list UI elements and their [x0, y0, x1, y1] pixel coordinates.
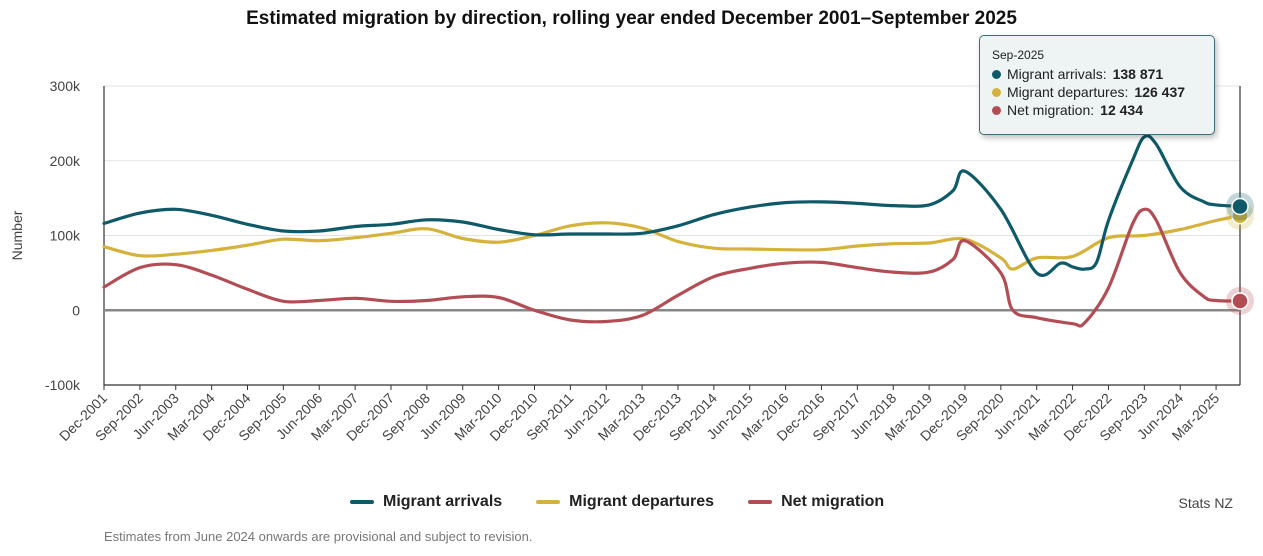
series-line [102, 207, 1242, 328]
tooltip-date: Sep-2025 [992, 48, 1045, 62]
end-marker [1231, 292, 1249, 310]
series-lines [102, 134, 1242, 328]
footnote: Estimates from June 2024 onwards are pro… [104, 529, 533, 544]
tooltip-value: 126 437 [1134, 84, 1186, 100]
legend-item-arrivals[interactable]: Migrant arrivals [350, 493, 502, 511]
arrivals-dot-icon [992, 69, 1001, 79]
y-tick-label: 300k [50, 78, 81, 94]
series-line [102, 214, 1242, 271]
y-tick-label: 100k [50, 228, 81, 244]
end-marker [1231, 197, 1249, 216]
legend-item-net[interactable]: Net migration [748, 493, 884, 511]
y-tick-label: 0 [72, 302, 80, 318]
hover-tooltip: Sep-2025 Migrant arrivals: 138 871 Migra… [979, 35, 1215, 135]
tooltip-label: Migrant arrivals: [1007, 66, 1107, 82]
source-label: Stats NZ [1178, 495, 1233, 511]
tooltip-label: Net migration: [1007, 102, 1095, 118]
legend-swatch [350, 500, 374, 504]
tooltip-value: 138 871 [1112, 66, 1164, 82]
chart-title: Estimated migration by direction, rollin… [246, 8, 1017, 29]
legend-swatch [536, 500, 561, 504]
tooltip-label: Migrant departures: [1007, 84, 1129, 100]
end-markers [1226, 192, 1254, 315]
legend-swatch [748, 500, 773, 504]
series-line [102, 134, 1242, 277]
legend-label: Migrant departures [569, 493, 715, 510]
tooltip-row-departures: Migrant departures: 126 437 [992, 84, 1202, 100]
tooltip-row-net: Net migration: 12 434 [992, 102, 1202, 118]
y-tick-label: -100k [45, 377, 81, 393]
legend-item-departures[interactable]: Migrant departures [536, 493, 714, 511]
tooltip-row-arrivals: Migrant arrivals: 138 871 [992, 66, 1202, 82]
tooltip-value: 12 434 [1100, 102, 1143, 118]
chart-legend: Migrant arrivals Migrant departures Net … [350, 493, 884, 511]
legend-label: Migrant arrivals [383, 493, 503, 510]
departures-dot-icon [992, 87, 1001, 97]
legend-label: Net migration [781, 493, 885, 510]
y-axis-title: Number [9, 210, 25, 260]
net-dot-icon [992, 105, 1001, 115]
axes [103, 86, 1241, 390]
y-tick-label: 200k [50, 153, 81, 169]
